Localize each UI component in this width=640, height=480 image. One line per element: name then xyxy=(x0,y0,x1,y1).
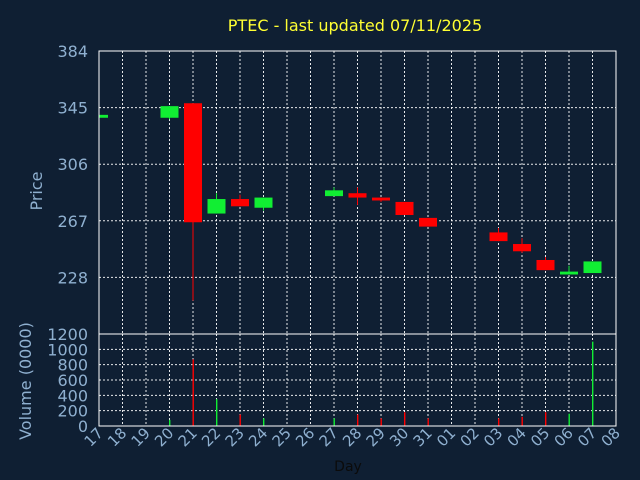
volume-bar xyxy=(592,341,594,426)
candle-body xyxy=(560,271,578,275)
volume-bar xyxy=(239,414,241,426)
candle-body xyxy=(99,114,108,118)
x-tick-label: 03 xyxy=(480,424,506,450)
candle-body xyxy=(207,199,226,214)
x-tick-label: 31 xyxy=(410,424,436,450)
volume-bar xyxy=(216,399,218,426)
candle-body xyxy=(395,201,414,215)
price-y-tick-label: 384 xyxy=(57,42,88,61)
volume-bar xyxy=(263,418,265,426)
candle-body xyxy=(536,259,555,271)
candle-body xyxy=(160,106,179,118)
candle-body xyxy=(583,261,602,274)
x-tick-label: 18 xyxy=(104,424,130,450)
price-axis-label: Price xyxy=(27,171,46,210)
x-tick-label: 22 xyxy=(198,424,224,450)
volume-bar xyxy=(357,414,359,426)
candle-body xyxy=(513,244,531,252)
volume-y-tick-label: 0 xyxy=(78,417,88,436)
volume-axis-label: Volume (0000) xyxy=(16,322,35,440)
volume-bar xyxy=(498,418,500,426)
volume-y-tick-label: 400 xyxy=(57,386,88,405)
price-y-tick-label: 345 xyxy=(57,99,88,118)
price-y-tick-label: 267 xyxy=(57,212,88,231)
x-tick-label: 25 xyxy=(269,424,295,450)
volume-bar xyxy=(521,416,523,426)
candle-body xyxy=(419,217,437,227)
x-tick-label: 26 xyxy=(292,424,318,450)
x-axis-label: Day xyxy=(334,459,362,475)
price-y-tick-label: 228 xyxy=(57,268,88,287)
volume-y-tick-label: 1000 xyxy=(47,340,88,359)
volume-bar xyxy=(545,412,547,426)
x-tick-label: 02 xyxy=(457,424,483,450)
x-tick-label: 23 xyxy=(222,424,248,450)
candle-body xyxy=(254,197,273,208)
candle-body xyxy=(489,232,508,242)
x-tick-label: 30 xyxy=(386,424,412,450)
x-tick-label: 27 xyxy=(316,424,342,450)
volume-y-tick-label: 600 xyxy=(57,371,88,390)
volume-bar xyxy=(192,359,194,426)
x-tick-label: 28 xyxy=(339,424,365,450)
x-tick-label: 04 xyxy=(504,424,530,450)
candle-body xyxy=(372,197,390,201)
candle-body xyxy=(348,193,367,198)
x-tick-label: 21 xyxy=(175,424,201,450)
volume-bar xyxy=(568,413,570,426)
x-tick-label: 29 xyxy=(363,424,389,450)
price-y-tick-label: 306 xyxy=(57,155,88,174)
x-tick-label: 20 xyxy=(151,424,177,450)
volume-y-tick-label: 200 xyxy=(57,402,88,421)
candle-body xyxy=(325,190,343,197)
volume-bar xyxy=(404,412,406,426)
chart-title: PTEC - last updated 07/11/2025 xyxy=(228,16,482,35)
x-tick-label: 24 xyxy=(245,424,271,450)
volume-y-tick-label: 1200 xyxy=(47,325,88,344)
volume-bar xyxy=(380,418,382,426)
volume-panel-frame xyxy=(98,333,617,427)
x-tick-label: 08 xyxy=(598,424,624,450)
volume-bar xyxy=(169,419,171,426)
x-tick-label: 06 xyxy=(551,424,577,450)
candle-body xyxy=(231,199,249,207)
x-tick-label: 07 xyxy=(574,424,600,450)
volume-bar xyxy=(333,418,335,426)
x-tick-label: 01 xyxy=(433,424,459,450)
candle-body xyxy=(184,103,202,223)
volume-bar xyxy=(427,418,429,426)
volume-y-tick-label: 800 xyxy=(57,356,88,375)
x-tick-label: 19 xyxy=(128,424,154,450)
x-tick-label: 05 xyxy=(527,424,553,450)
